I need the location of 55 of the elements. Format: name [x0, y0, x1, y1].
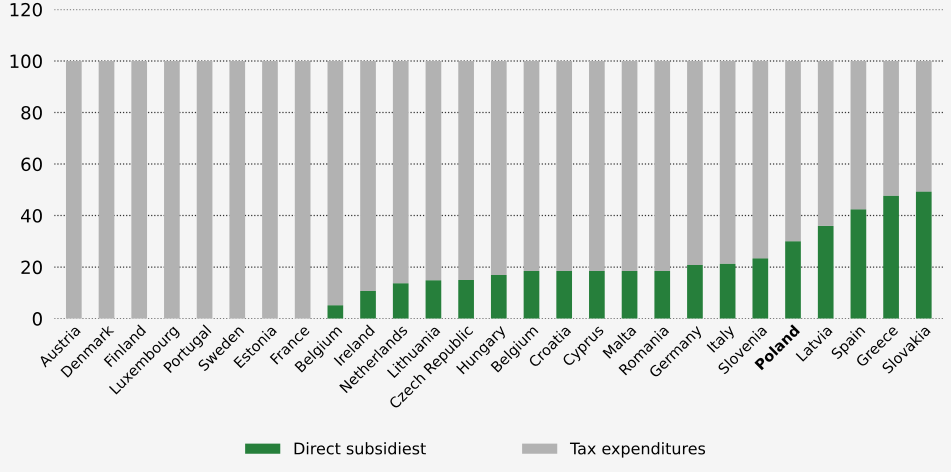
bar [589, 60, 605, 271]
bar [392, 60, 409, 284]
y-tick-label: 0 [32, 312, 42, 326]
bar [883, 196, 899, 319]
bar [426, 280, 442, 319]
legend-label: Direct subsidiest [294, 442, 426, 455]
bar [916, 192, 932, 319]
bar [458, 60, 474, 280]
bar [458, 280, 474, 319]
bar [687, 265, 703, 319]
bar [490, 275, 507, 319]
bar [785, 241, 801, 319]
y-tick-label: 120 [10, 2, 42, 17]
y-tick-label: 80 [21, 106, 42, 120]
bar [622, 60, 638, 271]
bar [360, 60, 376, 292]
bar [883, 60, 899, 196]
bar [328, 305, 344, 319]
bar [66, 60, 82, 319]
bar [720, 60, 736, 264]
bar [556, 60, 572, 271]
bar [785, 60, 801, 242]
y-tick-label: 20 [21, 260, 42, 274]
bar [720, 264, 736, 319]
bar [818, 60, 834, 226]
bar [328, 60, 344, 306]
bar [687, 60, 703, 266]
bar [131, 60, 148, 319]
bar [196, 60, 212, 319]
bar [850, 209, 866, 319]
bar [229, 60, 246, 319]
bar [426, 60, 442, 280]
bar [524, 60, 540, 271]
bar [98, 60, 114, 319]
bar [654, 270, 670, 319]
bar [589, 270, 605, 319]
bar [164, 60, 180, 319]
bar [916, 60, 932, 192]
bar [752, 258, 768, 319]
bar [294, 60, 310, 319]
bar [654, 60, 670, 271]
y-tick-label: 60 [21, 157, 42, 172]
bar [622, 270, 638, 319]
bar [392, 283, 409, 319]
bar [262, 60, 278, 319]
legend-label: Tax expenditures [570, 442, 706, 458]
bar [490, 60, 507, 276]
bar [850, 60, 866, 210]
bar [524, 270, 540, 319]
bar [556, 270, 572, 319]
bar [818, 226, 834, 319]
y-tick-label: 100 [10, 54, 42, 68]
bar [752, 60, 768, 258]
y-tick-label: 40 [21, 209, 42, 223]
bar [360, 291, 376, 319]
